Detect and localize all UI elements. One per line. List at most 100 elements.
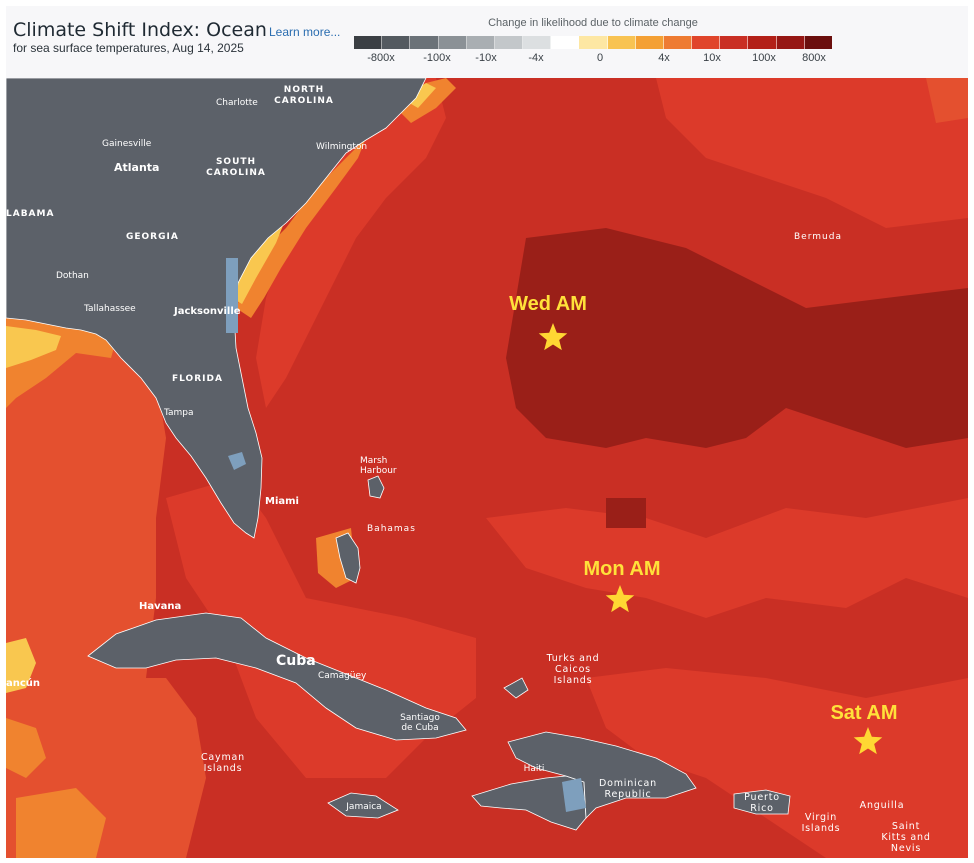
- land-puerto-rico: [733, 789, 791, 815]
- label-cuba: Cuba: [276, 653, 316, 669]
- label-cayman: Islands: [204, 763, 243, 774]
- map-labels: NORTH CAROLINA Charlotte Wilmington Gain…: [6, 85, 930, 854]
- label-marsh-harbour: Marsh: [360, 456, 387, 466]
- ocean-patch: [656, 78, 968, 228]
- ocean-patch: [232, 218, 286, 304]
- star-icon[interactable]: [538, 323, 568, 351]
- ocean-patch: [396, 78, 456, 123]
- label-georgia: GEORGIA: [126, 232, 179, 242]
- ocean-patch: [926, 78, 968, 123]
- label-turks-caicos: Caicos: [555, 664, 591, 675]
- land-water: [562, 778, 586, 812]
- marker-label-sat: Sat AM: [830, 702, 897, 724]
- label-saint-kitts: Saint: [892, 821, 920, 832]
- land-hispaniola: [507, 731, 697, 819]
- ocean-patch: [16, 788, 106, 858]
- label-south-carolina: SOUTH: [216, 157, 256, 167]
- legend-swatch: [579, 36, 608, 49]
- label-florida: FLORIDA: [172, 374, 223, 384]
- label-gainesville: Gainesville: [102, 139, 152, 149]
- page-subtitle: for sea surface temperatures, Aug 14, 20…: [13, 41, 244, 55]
- ocean-patch: [606, 498, 646, 528]
- map-view[interactable]: NORTH CAROLINA Charlotte Wilmington Gain…: [6, 78, 968, 858]
- legend-tick: 100x: [752, 52, 776, 64]
- legend-swatch: [720, 36, 749, 49]
- legend-tick: -800x: [367, 52, 395, 64]
- ocean-patch: [236, 138, 366, 318]
- label-cancun: ancún: [6, 677, 40, 689]
- legend-swatch: [776, 36, 805, 49]
- land-jamaica: [327, 792, 399, 819]
- label-virgin-islands: Islands: [802, 823, 841, 834]
- label-jacksonville: Jacksonville: [173, 306, 241, 317]
- label-cayman: Cayman: [201, 752, 245, 763]
- label-saint-kitts: Kitts and: [881, 832, 930, 843]
- label-saint-kitts: Nevis: [891, 843, 921, 854]
- legend-tick: -10x: [475, 52, 497, 64]
- ocean-patch: [6, 298, 166, 678]
- storm-track-markers: Wed AM Mon AM Sat AM: [509, 293, 898, 755]
- label-bermuda: Bermuda: [794, 232, 842, 242]
- land-water: [228, 452, 246, 470]
- label-atlanta: Atlanta: [114, 161, 159, 174]
- label-north-carolina: NORTH: [284, 85, 324, 95]
- header-panel: Climate Shift Index: Ocean Learn more...…: [6, 6, 968, 78]
- label-dominican-republic: Republic: [604, 789, 651, 800]
- legend-tick: 4x: [658, 52, 670, 64]
- land-mainland: [6, 78, 427, 539]
- marker-label-mon: Mon AM: [583, 558, 660, 580]
- learn-more-link[interactable]: Learn more...: [269, 25, 341, 39]
- marker-label-wed: Wed AM: [509, 293, 587, 315]
- legend-color-scale: [354, 36, 832, 49]
- legend-ticks: -800x -100x -10x -4x 0 4x 10x 100x 800x: [354, 52, 832, 66]
- label-wilmington: Wilmington: [316, 142, 367, 152]
- label-camaguey: Camagüey: [318, 671, 367, 681]
- legend-swatch: [607, 36, 636, 49]
- label-bahamas: Bahamas: [367, 524, 416, 534]
- star-icon[interactable]: [853, 727, 883, 755]
- legend-swatch: [466, 36, 495, 49]
- legend-tick: -4x: [528, 52, 544, 64]
- ocean-patch: [6, 326, 61, 368]
- ocean-patch: [586, 668, 968, 858]
- land-layer: [6, 78, 791, 831]
- legend-tick: -100x: [423, 52, 451, 64]
- land-cuba: [87, 612, 467, 741]
- ocean-patch: [6, 718, 46, 778]
- label-turks-caicos: Turks and: [546, 653, 600, 664]
- label-north-carolina: CAROLINA: [274, 96, 334, 106]
- legend-title: Change in likelihood due to climate chan…: [488, 17, 698, 29]
- label-santiago: Santiago: [400, 713, 440, 723]
- label-turks-caicos: Islands: [554, 675, 593, 686]
- label-marsh-harbour: Harbour: [360, 466, 397, 476]
- legend-tick: 0: [596, 52, 604, 64]
- land-haiti: [471, 775, 587, 831]
- label-miami: Miami: [265, 496, 299, 507]
- label-alabama: LABAMA: [6, 209, 54, 219]
- legend-swatch: [494, 36, 524, 49]
- label-puerto-rico: Puerto: [744, 792, 780, 803]
- ocean-patch: [256, 78, 446, 408]
- legend-swatch: [410, 36, 439, 49]
- legend-swatch: [382, 36, 411, 49]
- legend-swatch: [438, 36, 467, 49]
- legend-tick: 800x: [802, 52, 826, 64]
- label-dominican-republic: Dominican: [599, 778, 657, 789]
- label-virgin-islands: Virgin: [805, 812, 837, 823]
- label-anguilla: Anguilla: [860, 800, 905, 811]
- legend-swatch: [635, 36, 664, 49]
- label-tallahassee: Tallahassee: [83, 304, 136, 314]
- label-south-carolina: CAROLINA: [206, 168, 266, 178]
- label-havana: Havana: [139, 601, 181, 612]
- legend-swatch: [663, 36, 693, 49]
- legend-swatch: [354, 36, 383, 49]
- star-icon[interactable]: [605, 585, 635, 613]
- legend-swatch: [804, 36, 832, 49]
- ocean-patch: [6, 638, 36, 693]
- label-haiti: Haiti: [524, 764, 545, 774]
- label-charlotte: Charlotte: [216, 98, 258, 108]
- page-title: Climate Shift Index: Ocean: [13, 19, 267, 41]
- land-water: [226, 258, 238, 333]
- label-dothan: Dothan: [56, 271, 89, 281]
- legend-swatch: [692, 36, 721, 49]
